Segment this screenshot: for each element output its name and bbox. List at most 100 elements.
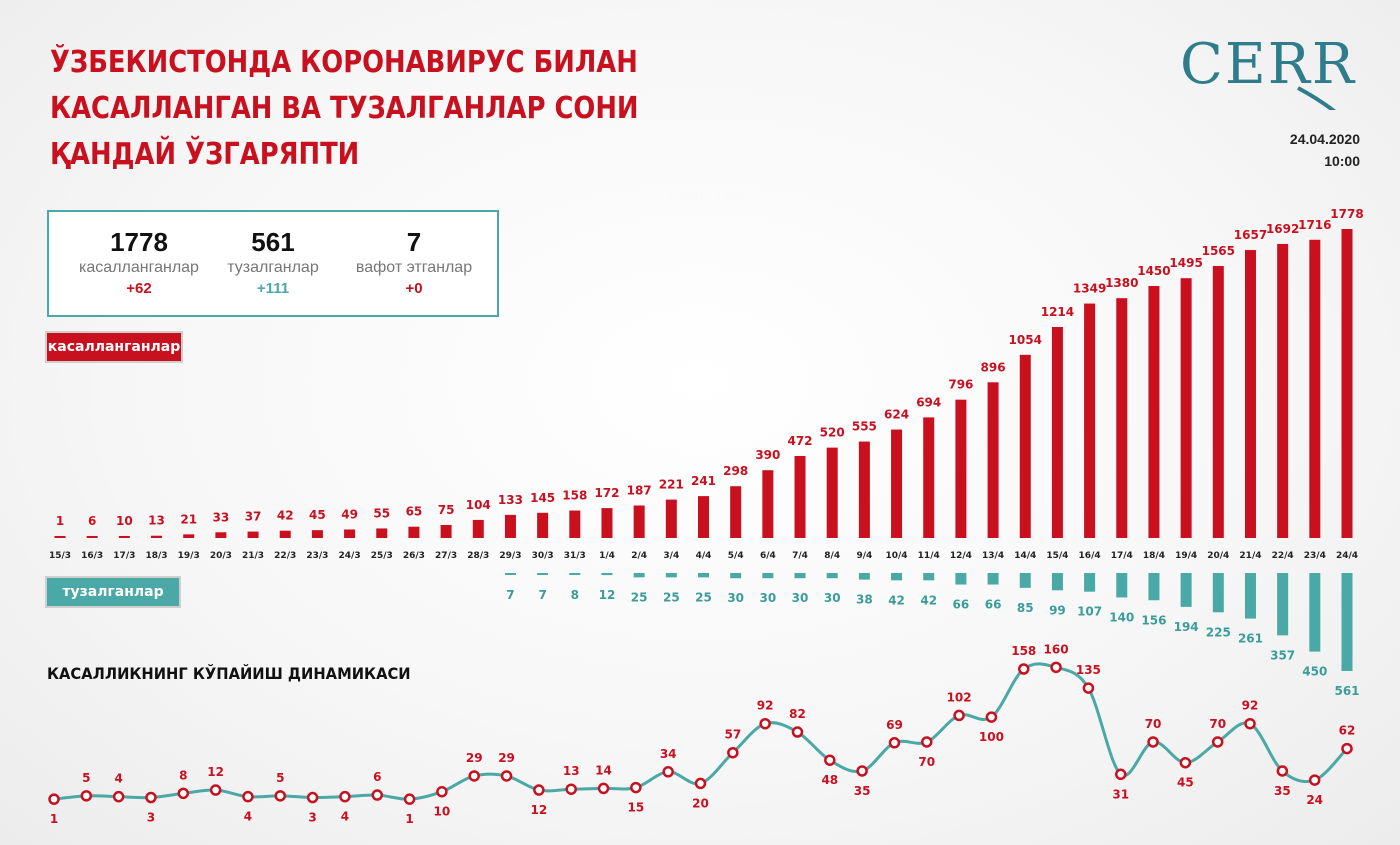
dynamics-point xyxy=(694,777,707,790)
stat-cases-label: касалланганлар xyxy=(79,259,199,276)
cases-value-label: 187 xyxy=(627,484,652,498)
cases-value-label: 624 xyxy=(884,408,909,422)
recovered-bar xyxy=(891,573,903,581)
date-tick-label: 22/3 xyxy=(274,551,296,561)
cases-bar xyxy=(730,486,742,538)
cases-bar xyxy=(698,496,709,538)
cases-bar xyxy=(569,510,581,538)
recovered-legend-badge: тузалганлар xyxy=(45,576,181,608)
cases-bar xyxy=(472,519,484,538)
dynamics-point xyxy=(1018,663,1030,675)
recovered-bar xyxy=(1212,573,1224,613)
cases-value-label: 1450 xyxy=(1137,264,1170,278)
recovered-bar xyxy=(1244,573,1256,619)
stat-deaths-value: 7 xyxy=(406,227,422,257)
dynamics-value-label: 5 xyxy=(276,771,284,785)
dynamics-point xyxy=(1341,742,1353,755)
dynamics-point xyxy=(468,770,480,782)
dynamics-value-label: 10 xyxy=(434,805,451,819)
dynamics-point xyxy=(953,709,965,722)
date-tick-label: 12/4 xyxy=(950,551,972,561)
recovered-bar xyxy=(601,573,613,576)
recovered-bar xyxy=(1180,573,1192,607)
date-tick-label: 6/4 xyxy=(760,551,776,561)
cases-value-label: 1778 xyxy=(1330,207,1363,221)
dynamics-point xyxy=(985,711,998,723)
cases-value-label: 1 xyxy=(56,514,64,528)
cases-value-label: 75 xyxy=(438,503,455,517)
cases-bar xyxy=(601,508,613,538)
dynamics-point xyxy=(1147,736,1159,748)
cases-bar xyxy=(762,470,774,538)
dynamics-value-label: 4 xyxy=(341,810,349,824)
date-tick-label: 23/3 xyxy=(306,551,328,561)
cases-value-label: 6 xyxy=(88,514,96,528)
dynamics-point xyxy=(80,790,93,802)
date-tick-label: 4/4 xyxy=(696,551,712,561)
cases-bar xyxy=(537,512,549,538)
report-datetime: 24.04.2020 10:00 xyxy=(1290,128,1360,172)
dynamics-value-label: 24 xyxy=(1306,793,1323,807)
logo-text: CERR xyxy=(1180,32,1357,97)
cases-value-label: 694 xyxy=(916,395,941,409)
dynamics-point xyxy=(242,790,254,803)
dynamics-point xyxy=(1244,717,1256,730)
date-tick-label: 29/3 xyxy=(499,551,521,561)
dynamics-point xyxy=(1211,736,1224,748)
dynamics-value-label: 70 xyxy=(918,755,935,769)
recovered-value-label: 450 xyxy=(1302,665,1327,679)
date-tick-label: 23/4 xyxy=(1304,551,1326,561)
dynamics-point xyxy=(436,785,448,798)
recovered-bar xyxy=(633,573,645,578)
stat-deaths-label: вафот этганлар xyxy=(355,259,473,276)
cases-bar xyxy=(376,528,388,538)
cases-value-label: 42 xyxy=(277,509,294,523)
stat-cases-value: 1778 xyxy=(110,227,168,257)
stat-deaths-delta: +0 xyxy=(405,280,423,297)
date-tick-label: 27/3 xyxy=(435,551,457,561)
dynamics-point xyxy=(112,790,125,803)
recovered-value-label: 66 xyxy=(953,598,970,612)
stat-cases-delta: +62 xyxy=(126,280,152,297)
dynamics-value-label: 3 xyxy=(147,811,155,825)
dynamics-point xyxy=(824,754,836,766)
date-tick-label: 9/4 xyxy=(856,551,872,561)
dynamics-value-label: 13 xyxy=(563,764,580,778)
dynamics-value-label: 8 xyxy=(179,768,187,782)
dynamics-point xyxy=(1050,661,1062,674)
recovered-value-label: 156 xyxy=(1141,613,1166,627)
dynamics-point xyxy=(177,787,190,800)
cases-bar xyxy=(1084,303,1096,538)
date-tick-label: 1/4 xyxy=(599,551,615,561)
date-tick-label: 5/4 xyxy=(728,551,744,561)
cases-bar xyxy=(987,382,999,538)
recovered-value-label: 85 xyxy=(1017,601,1034,615)
cases-value-label: 37 xyxy=(245,510,262,524)
cases-value-label: 10 xyxy=(116,514,133,528)
date-tick-label: 2/4 xyxy=(631,551,647,561)
dynamics-point xyxy=(662,766,674,778)
recovered-value-label: 30 xyxy=(792,591,809,605)
cases-value-label: 390 xyxy=(755,448,780,462)
dynamics-value-label: 34 xyxy=(660,747,677,761)
recovered-value-label: 30 xyxy=(727,591,744,605)
dynamics-point xyxy=(727,746,739,759)
cases-bar xyxy=(1244,250,1256,538)
dynamics-value-label: 135 xyxy=(1076,663,1101,677)
recovered-value-label: 38 xyxy=(856,593,873,607)
date-tick-label: 18/3 xyxy=(145,551,167,561)
dynamics-value-label: 70 xyxy=(1145,717,1162,731)
dynamics-point xyxy=(856,765,868,777)
dynamics-value-label: 12 xyxy=(531,803,548,817)
recovered-bar xyxy=(1341,573,1353,671)
cases-bar xyxy=(1051,327,1063,538)
cases-bar xyxy=(344,529,356,538)
cases-value-label: 104 xyxy=(466,498,491,512)
cases-value-label: 49 xyxy=(341,507,358,521)
date-tick-label: 21/3 xyxy=(242,551,264,561)
date-tick-label: 28/3 xyxy=(467,551,489,561)
dynamics-value-label: 14 xyxy=(595,763,612,777)
dynamics-point xyxy=(48,793,60,805)
dynamics-value-label: 35 xyxy=(1274,784,1291,798)
